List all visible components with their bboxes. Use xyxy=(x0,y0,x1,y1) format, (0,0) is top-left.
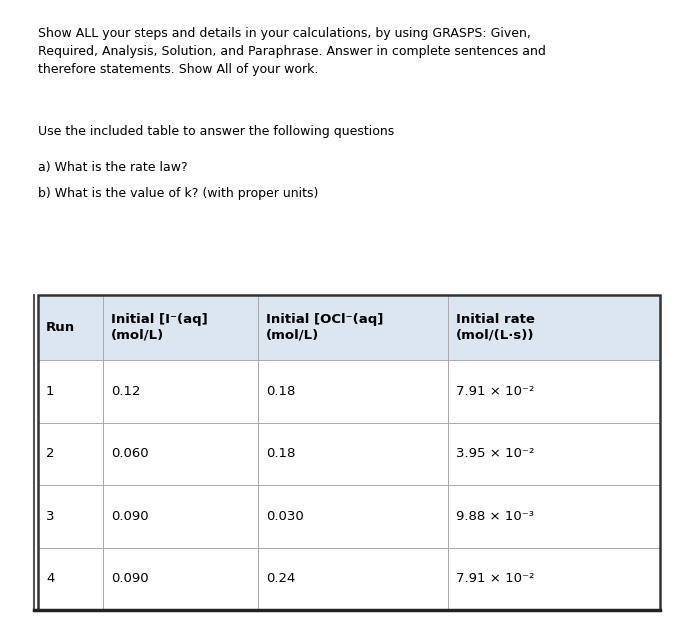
Text: Use the included table to answer the following questions: Use the included table to answer the fol… xyxy=(38,125,394,138)
Text: Initial rate
(mol/(L·s)): Initial rate (mol/(L·s)) xyxy=(456,313,535,342)
Bar xyxy=(103,360,258,422)
Bar xyxy=(258,422,448,485)
Text: 0.030: 0.030 xyxy=(266,510,304,523)
Bar xyxy=(103,547,258,610)
Text: 0.090: 0.090 xyxy=(111,572,149,585)
Text: 3.95 × 10⁻²: 3.95 × 10⁻² xyxy=(456,447,535,461)
Text: 1: 1 xyxy=(46,385,54,397)
Text: 2: 2 xyxy=(46,447,54,461)
Bar xyxy=(448,295,660,360)
Text: therefore statements. Show All of your work.: therefore statements. Show All of your w… xyxy=(38,63,318,76)
Text: 7.91 × 10⁻²: 7.91 × 10⁻² xyxy=(456,572,535,585)
Text: 0.060: 0.060 xyxy=(111,447,149,461)
Text: 4: 4 xyxy=(46,572,54,585)
Text: 0.24: 0.24 xyxy=(266,572,296,585)
Text: 0.18: 0.18 xyxy=(266,447,296,461)
Text: Required, Analysis, Solution, and Paraphrase. Answer in complete sentences and: Required, Analysis, Solution, and Paraph… xyxy=(38,45,546,58)
Text: 3: 3 xyxy=(46,510,54,523)
Bar xyxy=(258,547,448,610)
Bar xyxy=(448,422,660,485)
Bar xyxy=(38,295,103,360)
Text: Initial [OCl⁻(aq]
(mol/L): Initial [OCl⁻(aq] (mol/L) xyxy=(266,313,383,342)
Text: 7.91 × 10⁻²: 7.91 × 10⁻² xyxy=(456,385,535,397)
Bar xyxy=(38,485,103,547)
Text: 0.12: 0.12 xyxy=(111,385,141,397)
Text: 9.88 × 10⁻³: 9.88 × 10⁻³ xyxy=(456,510,534,523)
Text: 0.090: 0.090 xyxy=(111,510,149,523)
Bar xyxy=(258,295,448,360)
Bar xyxy=(258,485,448,547)
Text: a) What is the rate law?: a) What is the rate law? xyxy=(38,161,187,174)
Bar xyxy=(38,422,103,485)
Bar xyxy=(448,485,660,547)
Bar xyxy=(103,485,258,547)
Bar xyxy=(38,547,103,610)
Bar xyxy=(38,295,660,610)
Text: 0.18: 0.18 xyxy=(266,385,296,397)
Text: b) What is the value of k? (with proper units): b) What is the value of k? (with proper … xyxy=(38,187,318,200)
Bar xyxy=(448,360,660,422)
Text: Run: Run xyxy=(46,321,75,334)
Text: Initial [I⁻(aq]
(mol/L): Initial [I⁻(aq] (mol/L) xyxy=(111,313,208,342)
Bar xyxy=(38,360,103,422)
Bar xyxy=(103,295,258,360)
Bar xyxy=(103,422,258,485)
Bar xyxy=(448,547,660,610)
Text: Show ALL your steps and details in your calculations, by using GRASPS: Given,: Show ALL your steps and details in your … xyxy=(38,27,531,40)
Bar xyxy=(258,360,448,422)
